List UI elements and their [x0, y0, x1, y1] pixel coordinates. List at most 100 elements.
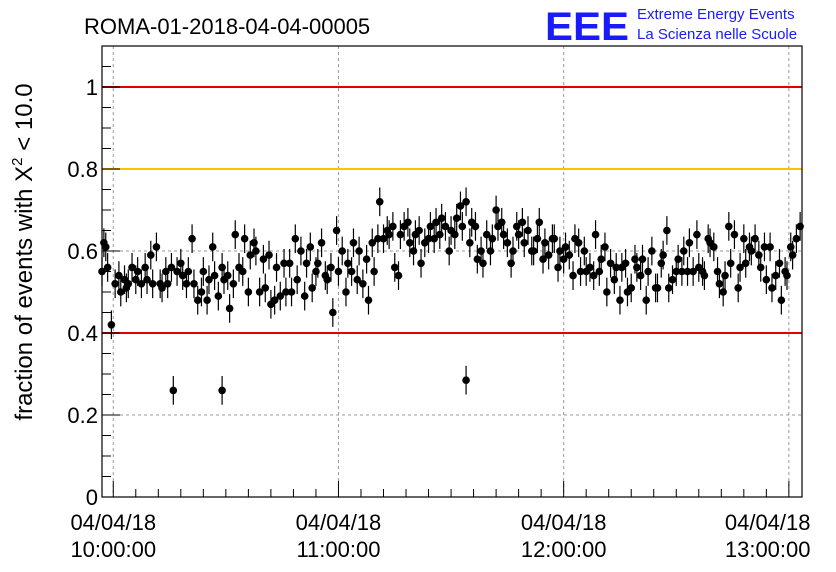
data-point [148, 280, 157, 288]
data-point [503, 239, 512, 247]
data-point [462, 376, 470, 384]
data-point [768, 284, 776, 292]
data-point [323, 275, 332, 284]
data-point [285, 259, 294, 268]
data-point [451, 230, 459, 239]
data-point [574, 239, 583, 247]
data-point [482, 230, 491, 239]
data-point [396, 230, 405, 239]
data-point [244, 288, 253, 296]
data-point [565, 251, 574, 259]
data-point [792, 234, 801, 243]
data-point [466, 239, 474, 247]
data-point [544, 251, 553, 259]
data-point [238, 267, 247, 276]
data-point [458, 222, 467, 231]
y-axis-label-suffix: < 10.0 [11, 83, 38, 157]
data-points [98, 187, 804, 405]
data-point [751, 234, 759, 243]
data-point [445, 247, 453, 255]
data-point [190, 280, 198, 288]
data-point [648, 247, 656, 255]
data-point [550, 234, 559, 243]
data-point [334, 267, 343, 276]
data-point [569, 271, 577, 280]
data-point [302, 259, 311, 268]
data-point [261, 284, 270, 292]
data-point [287, 288, 296, 296]
x-tick-label-time: 12:00:00 [521, 537, 607, 562]
data-point [535, 218, 544, 227]
data-point [103, 263, 112, 272]
logo-line-2: La Scienza nelle Scuole [637, 26, 797, 43]
data-point [456, 202, 465, 210]
data-point [740, 234, 748, 243]
data-point [591, 230, 600, 239]
data-point [133, 267, 142, 276]
data-point [529, 247, 538, 255]
data-point [678, 267, 686, 276]
data-point [616, 296, 624, 305]
data-point [492, 206, 500, 214]
data-point [441, 222, 450, 231]
data-point [128, 263, 136, 272]
data-point [734, 284, 742, 292]
data-point [169, 386, 178, 395]
data-point [225, 304, 234, 313]
data-point [471, 222, 480, 231]
data-point [775, 259, 784, 268]
data-point [726, 259, 735, 268]
y-tick-label: 0 [86, 485, 98, 510]
data-point [437, 214, 446, 222]
data-point [308, 284, 316, 292]
data-point [589, 271, 598, 280]
data-point [390, 263, 399, 272]
data-point [663, 226, 671, 235]
data-point [163, 280, 172, 288]
chart-title: ROMA-01-2018-04-04-00005 [84, 14, 370, 39]
data-point [539, 255, 547, 263]
data-point [177, 259, 185, 268]
data-point [347, 267, 356, 276]
data-point [520, 239, 529, 247]
data-point [683, 267, 692, 276]
x-tick-label-date: 04/04/18 [521, 510, 607, 535]
data-point [98, 267, 106, 276]
data-point [606, 259, 615, 268]
data-point [107, 321, 116, 329]
data-point [603, 288, 611, 296]
data-point [685, 239, 694, 247]
data-point [638, 255, 647, 263]
data-point [766, 243, 774, 251]
data-point [719, 288, 727, 296]
data-point [664, 284, 673, 292]
data-point [332, 226, 341, 235]
data-point [580, 247, 589, 255]
data-point [205, 275, 213, 284]
data-point [405, 239, 414, 247]
data-point [246, 251, 255, 259]
data-point [610, 275, 619, 284]
data-point [280, 259, 288, 268]
data-point [597, 255, 605, 263]
data-point [760, 243, 769, 251]
data-point [344, 259, 352, 268]
data-point [657, 259, 666, 268]
data-point [291, 234, 300, 243]
y-axis-label: fraction of events with X2 < 10.0 [9, 83, 38, 420]
data-point [368, 239, 377, 247]
data-point [741, 259, 750, 268]
data-point [426, 222, 435, 231]
data-point [329, 308, 337, 317]
data-point [404, 218, 412, 227]
data-point [674, 255, 682, 263]
data-point [415, 226, 423, 235]
data-point [576, 267, 585, 276]
data-point [300, 292, 309, 300]
data-point [394, 271, 403, 280]
data-point [747, 247, 756, 255]
data-point [146, 251, 155, 259]
data-point [199, 267, 208, 276]
data-point [554, 263, 562, 272]
data-point [259, 255, 268, 263]
